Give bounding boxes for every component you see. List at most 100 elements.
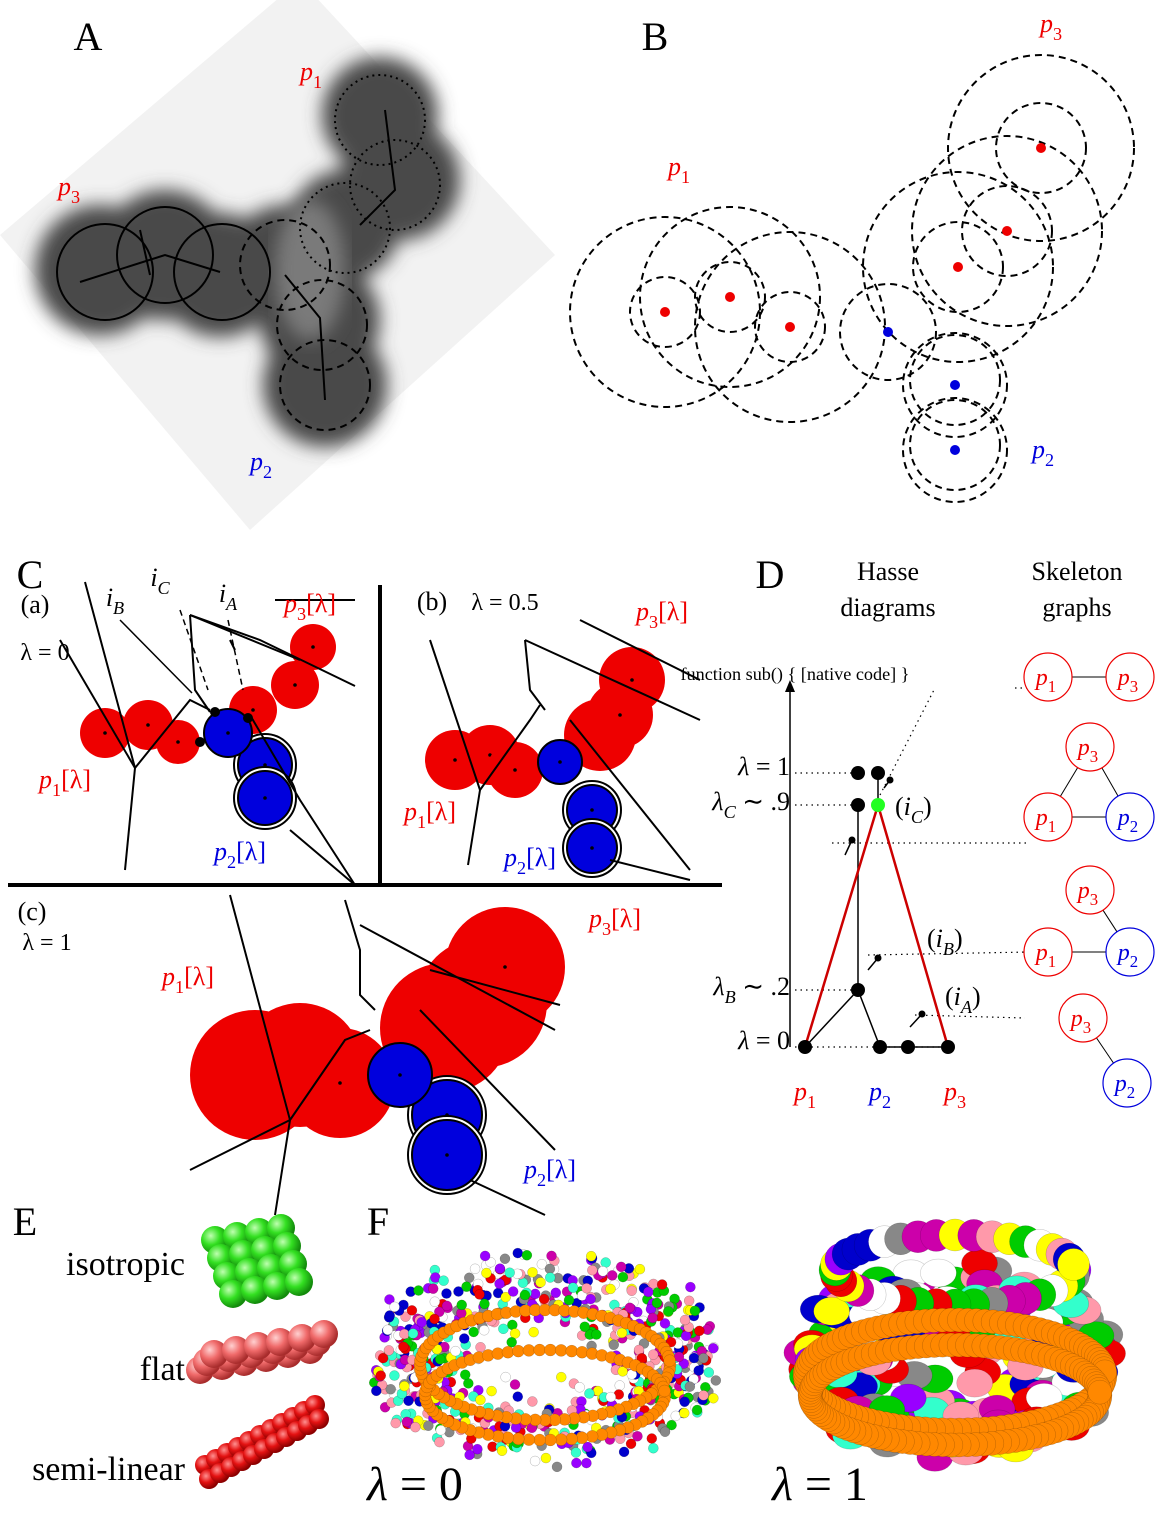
- graph-edge: [1096, 1038, 1113, 1063]
- hasse-node: [901, 1040, 915, 1054]
- particle: [679, 1408, 689, 1418]
- particle: [513, 1248, 523, 1258]
- text-part: ): [972, 982, 981, 1011]
- particle: [920, 1259, 956, 1287]
- particle: [417, 1317, 427, 1327]
- text-part: 1: [52, 780, 61, 800]
- shape-examples: [186, 1214, 338, 1489]
- text-part: 3: [649, 612, 658, 632]
- text-part: λ: [712, 972, 724, 1001]
- ball-center: [226, 731, 230, 735]
- text-part: i: [219, 579, 226, 608]
- text-part: p: [502, 843, 517, 872]
- particle: [522, 1250, 532, 1260]
- particle: [684, 1296, 694, 1306]
- text-part: 1: [1048, 677, 1056, 696]
- text-part: (: [927, 924, 936, 953]
- hasse-node: [851, 983, 865, 997]
- particle: [708, 1393, 718, 1403]
- math-label: λ = 0: [737, 1026, 790, 1055]
- text-part: function sub() { [native code] }: [680, 664, 909, 685]
- text-part: λ: [365, 1458, 388, 1511]
- particle: [383, 1325, 393, 1335]
- text-part: p: [1034, 805, 1048, 831]
- text-part: C: [911, 807, 924, 827]
- ball-center: [293, 683, 297, 687]
- particle: [469, 1327, 479, 1337]
- particle: [384, 1345, 394, 1355]
- panel-letter: E: [13, 1199, 37, 1244]
- particle: [664, 1355, 676, 1367]
- particle: [580, 1322, 590, 1332]
- text-part: 1: [1048, 817, 1056, 836]
- particle: [647, 1433, 657, 1443]
- particle: [609, 1340, 619, 1350]
- particle: [497, 1446, 507, 1456]
- text-part: [λ]: [426, 797, 456, 826]
- text-part: 2: [1130, 817, 1138, 836]
- text-part: i: [904, 792, 911, 821]
- text-part: 3: [297, 604, 306, 624]
- text-part: λ: [737, 752, 749, 781]
- particle: [556, 1372, 566, 1382]
- subpanel-tag: (a): [21, 590, 50, 619]
- particle: [495, 1279, 505, 1289]
- text-part: 2: [882, 1092, 891, 1112]
- text-part: p: [1116, 940, 1130, 966]
- particle: [390, 1302, 400, 1312]
- particle: [523, 1344, 535, 1356]
- particle: [399, 1381, 409, 1391]
- math-label: p1[λ]: [160, 962, 214, 997]
- text-part: = 1: [749, 752, 790, 781]
- ball-center: [398, 1073, 402, 1077]
- particle: [500, 1254, 510, 1264]
- interface-point: [243, 713, 253, 723]
- math-label: λ = 1: [737, 752, 790, 781]
- hasse-node: [873, 1040, 887, 1054]
- ball-center: [176, 740, 180, 744]
- particle: [576, 1432, 588, 1444]
- text-part: λ: [737, 1026, 749, 1055]
- hasse-node: [851, 798, 865, 812]
- text-part: p: [1034, 940, 1048, 966]
- text-part: p: [402, 797, 417, 826]
- particle: [568, 1283, 578, 1293]
- ball-center: [146, 723, 150, 727]
- panel-letter: D: [756, 552, 785, 597]
- text-part: 2: [517, 858, 526, 878]
- particle: [371, 1386, 381, 1396]
- text-part: p: [522, 1155, 537, 1184]
- caption: λ = 0: [365, 1458, 463, 1511]
- math-label: p2[λ]: [212, 837, 266, 872]
- particle: [659, 1385, 671, 1397]
- particle: [475, 1395, 485, 1405]
- particle: [601, 1258, 611, 1268]
- particle: [680, 1397, 690, 1407]
- particle: [586, 1294, 596, 1304]
- particle: [685, 1382, 695, 1392]
- math-label: p2: [1030, 435, 1054, 470]
- particle: [407, 1305, 417, 1315]
- particle: [698, 1353, 708, 1363]
- text-part: B: [113, 598, 124, 618]
- ball-center: [558, 760, 562, 764]
- event-arrow-head: [887, 777, 894, 784]
- text-part: 2: [263, 462, 272, 482]
- particle: [430, 1297, 440, 1307]
- text-part: p: [248, 447, 263, 476]
- particle: [423, 1421, 433, 1431]
- ball-center: [263, 796, 267, 800]
- particle: [711, 1375, 721, 1385]
- line: [290, 830, 355, 885]
- particle: [635, 1264, 645, 1274]
- text-part: C: [158, 578, 171, 598]
- math-label: p3[λ]: [282, 589, 336, 624]
- particle: [385, 1311, 395, 1321]
- particle: [502, 1346, 514, 1358]
- particle: [648, 1443, 658, 1453]
- particle: [399, 1329, 409, 1339]
- particle: [571, 1448, 581, 1458]
- particle: [495, 1264, 505, 1274]
- particle: [648, 1350, 658, 1360]
- ball-center: [590, 846, 594, 850]
